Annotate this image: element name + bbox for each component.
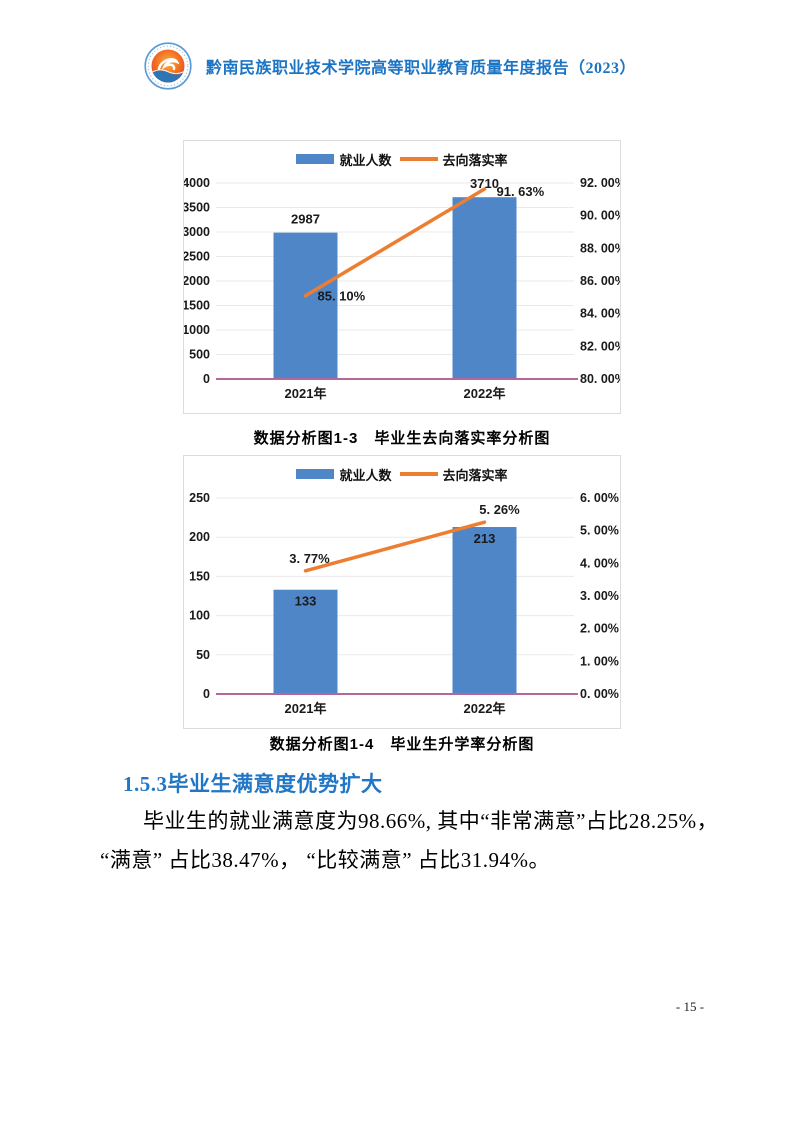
legend-label: 就业人数 xyxy=(339,467,392,483)
rate-line xyxy=(303,520,487,573)
page-header: 黔南民族职业技术学院高等职业教育质量年度报告（2023） xyxy=(144,42,636,90)
left-axis-tick: 2000 xyxy=(184,274,210,288)
figure-destination-rate-chart: 就业人数 去向落实率 0 500 1000 1500 2000 2500 3000 3500 400… xyxy=(183,140,621,414)
right-axis-tick: 0. 00% xyxy=(580,687,619,701)
figure-caption-1-3: 数据分析图1-3 毕业生去向落实率分析图 xyxy=(253,430,551,447)
page-number: - 15 - xyxy=(675,999,705,1014)
left-axis-tick: 100 xyxy=(189,609,210,623)
left-axis-tick: 1000 xyxy=(184,323,210,337)
right-axis-tick: 2. 00% xyxy=(580,622,619,636)
left-axis-tick: 3000 xyxy=(184,225,210,239)
chart-canvas-1: 0 500 1000 1500 2000 2500 3000 3500 4000 80. 00% 8… xyxy=(184,176,620,401)
bar-2022年 xyxy=(452,197,517,379)
figure-progression-rate-chart: 就业人数 去向落实率 0 50 100 150 200 250 0. 00% 1. 00% 2. 0… xyxy=(183,455,621,729)
left-axis-tick: 4000 xyxy=(184,176,210,190)
chart-legend: 就业人数 去向落实率 xyxy=(184,150,620,168)
left-axis-tick: 3500 xyxy=(184,201,210,215)
right-axis-tick: 84. 00% xyxy=(580,307,620,321)
right-axis-tick: 92. 00% xyxy=(580,176,620,190)
paragraph-line-2: “满意” 占比38.47%， “比较满意” 占比31.94%。 xyxy=(100,848,551,872)
right-axis-tick: 88. 00% xyxy=(580,241,620,255)
right-axis-tick: 4. 00% xyxy=(580,556,619,570)
legend-label: 去向落实率 xyxy=(442,152,508,168)
chart-legend: 就业人数 去向落实率 xyxy=(184,465,620,483)
left-axis-tick: 1500 xyxy=(184,299,210,313)
category-label: 2021年 xyxy=(285,386,327,401)
left-axis-tick: 2500 xyxy=(184,250,210,264)
legend-item: 就业人数 xyxy=(296,150,392,169)
category-label: 2021年 xyxy=(285,701,327,716)
report-title: 黔南民族职业技术学院高等职业教育质量年度报告（2023） xyxy=(206,60,637,77)
left-axis-tick: 0 xyxy=(203,372,210,386)
legend-line-swatch-icon xyxy=(399,157,438,161)
left-axis-tick: 250 xyxy=(189,491,210,505)
bar-2021年 xyxy=(273,589,338,694)
legend-label: 就业人数 xyxy=(339,152,392,168)
figure-caption-1-4: 数据分析图1-4 毕业生升学率分析图 xyxy=(269,736,535,753)
right-axis-tick: 6. 00% xyxy=(580,491,619,505)
section-heading: 1.5.3毕业生满意度优势扩大 xyxy=(123,772,383,796)
left-axis-tick: 50 xyxy=(196,648,210,662)
bar-2022年 xyxy=(452,527,517,694)
legend-line-swatch-icon xyxy=(399,472,438,476)
rate-line xyxy=(303,187,487,298)
right-axis-tick: 1. 00% xyxy=(580,654,619,668)
bar-2021年 xyxy=(273,232,338,379)
left-axis-tick: 150 xyxy=(189,569,210,583)
line-value-label: 5. 26% xyxy=(479,502,520,517)
legend-bar-swatch-icon xyxy=(296,154,335,164)
right-axis-tick: 5. 00% xyxy=(580,524,619,538)
bar-value-label: 213 xyxy=(474,531,496,546)
right-axis-tick: 3. 00% xyxy=(580,589,619,603)
right-axis-tick: 82. 00% xyxy=(580,339,620,353)
legend-item: 去向落实率 xyxy=(399,465,508,484)
category-label: 2022年 xyxy=(464,386,506,401)
legend-item: 去向落实率 xyxy=(399,150,508,169)
chart-canvas-2: 0 50 100 150 200 250 0. 00% 1. 00% 2. 00% 3. 00% 4… xyxy=(189,491,619,716)
line-value-label: 91. 63% xyxy=(497,184,545,199)
right-axis-tick: 80. 00% xyxy=(580,372,620,386)
left-axis-tick: 0 xyxy=(203,687,210,701)
category-label: 2022年 xyxy=(464,701,506,716)
school-emblem-icon xyxy=(144,42,192,90)
right-axis-tick: 90. 00% xyxy=(580,209,620,223)
line-value-label: 85. 10% xyxy=(318,289,366,304)
legend-bar-swatch-icon xyxy=(296,469,335,479)
line-value-label: 3. 77% xyxy=(289,551,330,566)
left-axis-tick: 200 xyxy=(189,530,210,544)
bar-value-label: 2987 xyxy=(291,212,320,227)
legend-item: 就业人数 xyxy=(296,465,392,484)
paragraph-line-1: 毕业生的就业满意度为98.66%, 其中“非常满意”占比28.25%， xyxy=(143,809,719,833)
right-axis-tick: 86. 00% xyxy=(580,274,620,288)
left-axis-tick: 500 xyxy=(189,348,210,362)
bar-value-label: 133 xyxy=(295,594,317,609)
legend-label: 去向落实率 xyxy=(442,467,508,483)
bar-value-label: 3710 xyxy=(470,176,499,191)
